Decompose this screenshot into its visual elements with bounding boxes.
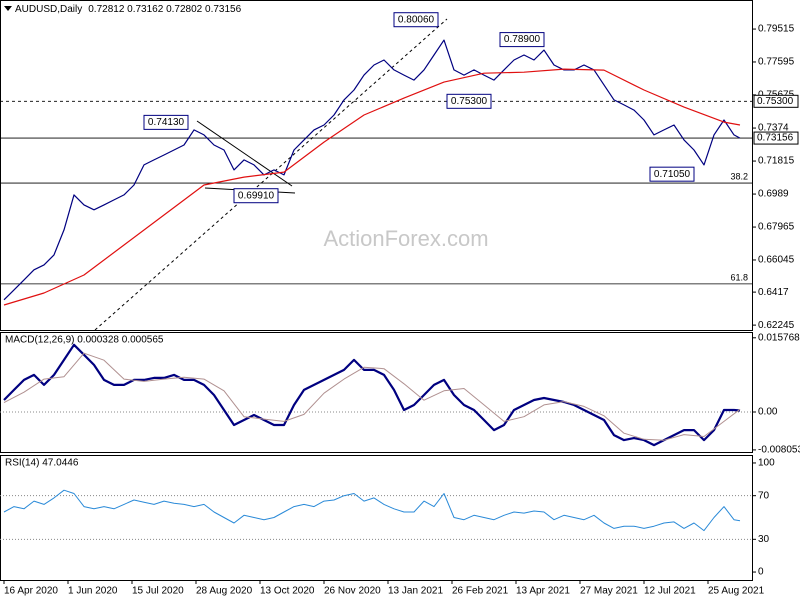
annotation-box	[393, 12, 439, 28]
y-tick-label: 30	[758, 534, 770, 545]
panel-title: RSI(14) 47.0446	[5, 458, 79, 469]
x-tick-label: 26 Feb 2021	[452, 586, 509, 597]
annotation-label: 0.78900	[504, 34, 541, 45]
y-tick-label: -0.008053	[758, 445, 800, 456]
x-tick-label: 26 Nov 2020	[324, 586, 381, 597]
y-tick-label: 0	[758, 567, 764, 578]
trend-line	[94, 18, 448, 331]
y-tick-label: 0.66045	[758, 255, 795, 266]
annotation-box	[649, 166, 695, 182]
x-tick-label: 1 Jun 2020	[68, 586, 118, 597]
x-tick-label: 12 Jul 2021	[644, 586, 696, 597]
annotation-label: 0.74130	[148, 117, 185, 128]
y-tick-label: 70	[758, 490, 770, 501]
annotation-label: 0.75300	[451, 96, 488, 107]
level-label: 38.2	[730, 171, 748, 181]
x-tick-label: 25 Aug 2021	[708, 586, 765, 597]
level-label: 0.75300	[757, 96, 794, 107]
y-tick-label: 0.7374	[758, 123, 789, 134]
annotation-label: 0.69910	[238, 190, 275, 201]
x-tick-label: 28 Aug 2020	[196, 586, 253, 597]
title-symbol: AUDUSD,Daily	[15, 4, 82, 15]
y-tick-label: 0.67965	[758, 222, 795, 233]
annotation-box	[233, 188, 279, 204]
watermark: ActionForex.com	[323, 226, 488, 251]
y-tick-label: 0.71815	[758, 156, 795, 167]
annotation-box	[143, 114, 189, 130]
annotation-label: 0.80060	[398, 14, 435, 25]
level-label-box	[753, 94, 799, 108]
y-tick-label: 0.6989	[758, 189, 789, 200]
y-tick-label: 0.6417	[758, 287, 789, 298]
y-tick-label: 100	[758, 458, 775, 469]
x-tick-label: 27 May 2021	[580, 586, 638, 597]
x-tick-label: 13 Jan 2021	[388, 586, 443, 597]
chart-title: AUDUSD,Daily 0.72812 0.73162 0.72802 0.73…	[15, 4, 242, 15]
level-label: 0.73156	[757, 133, 794, 144]
title-quote: 0.72812 0.73162 0.72802 0.73156	[88, 4, 241, 15]
y-tick-label: 0.015768	[758, 332, 800, 343]
annotation-label: 0.71050	[654, 169, 691, 180]
annotation-box	[446, 93, 492, 109]
menu-icon	[4, 6, 12, 11]
y-tick-label: 0.79515	[758, 24, 795, 35]
x-tick-label: 13 Oct 2020	[260, 586, 315, 597]
panel-frame	[0, 455, 753, 581]
series-line	[3, 343, 741, 447]
panel-frame	[0, 332, 753, 453]
series-line	[3, 39, 741, 301]
series-line	[3, 352, 741, 441]
y-tick-label: 0.77595	[758, 57, 795, 68]
panel-title: MACD(12,26,9) 0.000328 0.000565	[5, 335, 164, 346]
x-tick-label: 15 Jul 2020	[132, 586, 184, 597]
series-line	[3, 489, 741, 532]
y-tick-label: 0.62245	[758, 320, 795, 331]
x-tick-label: 16 Apr 2020	[4, 586, 58, 597]
y-tick-label: 0.00	[758, 407, 778, 418]
panel-frame	[0, 0, 753, 331]
annotation-box	[499, 32, 545, 48]
series-line	[3, 68, 741, 306]
trend-line	[196, 120, 293, 187]
level-label: 61.8	[730, 272, 748, 282]
x-tick-label: 13 Apr 2021	[516, 586, 570, 597]
level-label-box	[753, 131, 799, 145]
